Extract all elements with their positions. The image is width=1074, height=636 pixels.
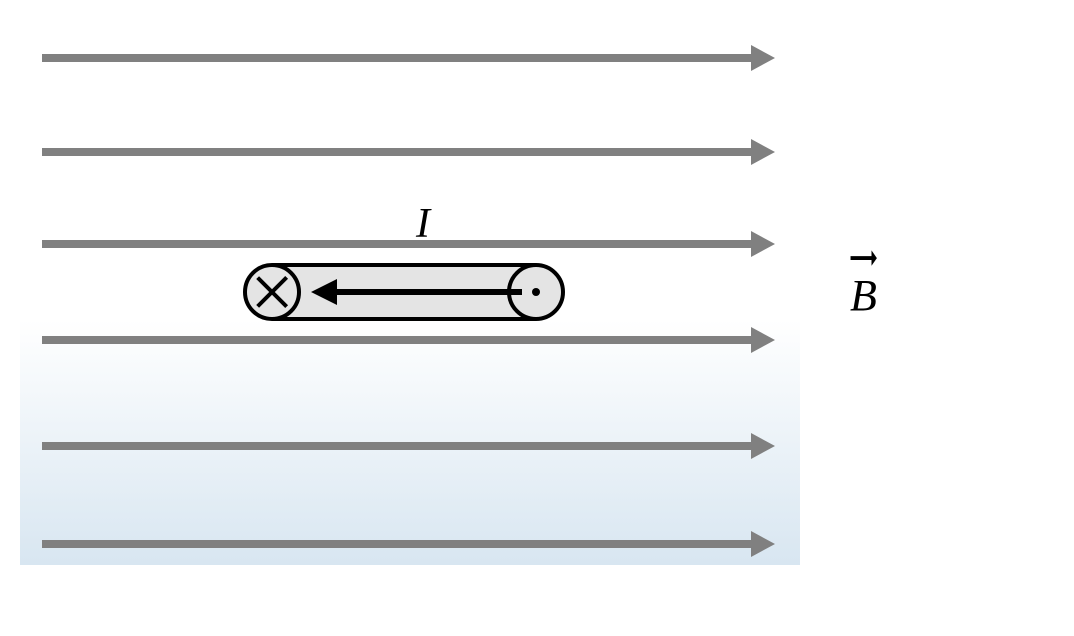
- label-magnetic-field-B: B: [850, 270, 877, 321]
- label-current-I: I: [416, 200, 430, 248]
- diagram-stage: IB: [0, 0, 1074, 636]
- field-line-arrowhead: [751, 531, 775, 557]
- cross-icon: [243, 263, 301, 321]
- dot-icon: [532, 288, 540, 296]
- current-arrow-shaft: [336, 289, 522, 295]
- current-arrow-head: [311, 279, 337, 305]
- vector-arrow-icon: [850, 246, 877, 268]
- label-B-text: B: [850, 270, 877, 321]
- field-line-shaft: [42, 540, 752, 548]
